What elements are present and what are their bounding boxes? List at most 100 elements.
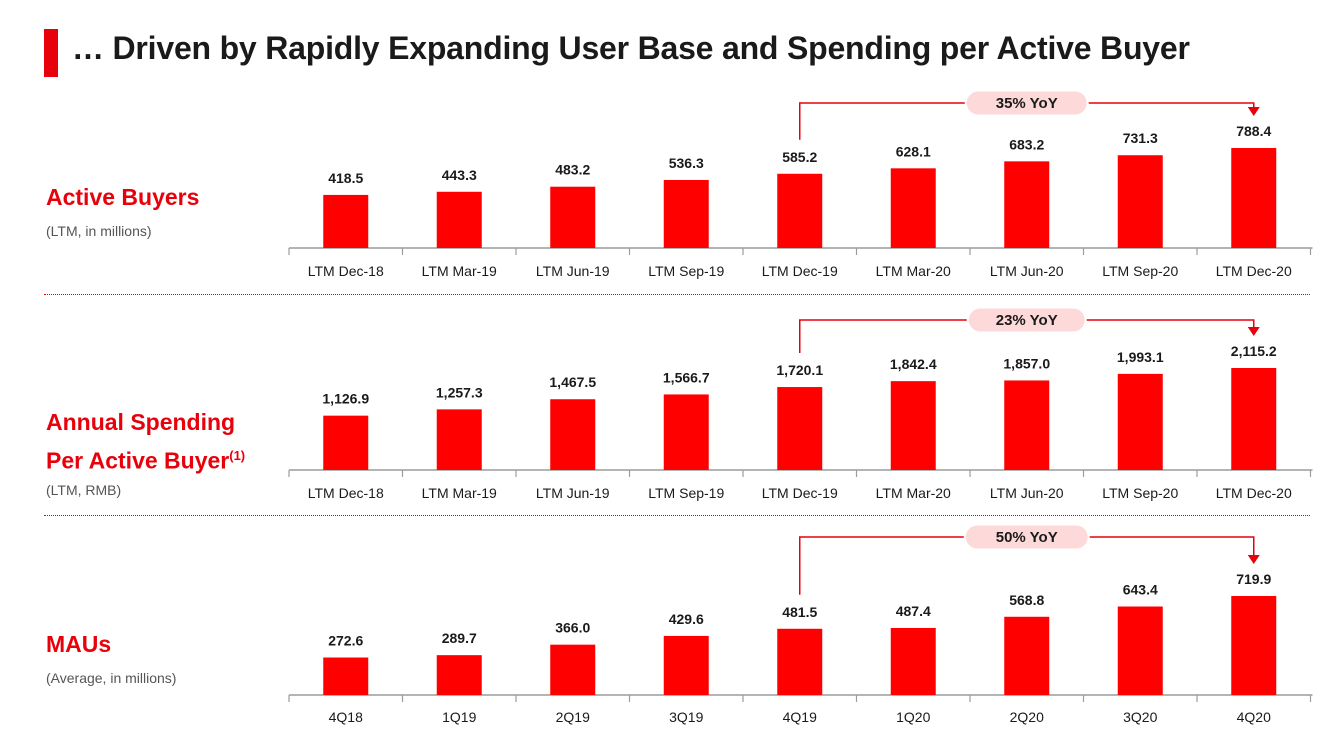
x-tick-label: LTM Jun-19 — [536, 485, 610, 501]
data-label: 1,993.1 — [1117, 349, 1164, 365]
x-tick-label: LTM Dec-20 — [1216, 263, 1292, 279]
spending-per-buyer-sublabel: (LTM, RMB) — [46, 482, 122, 498]
bar — [1231, 148, 1277, 248]
yoy-arrowhead — [1247, 327, 1260, 336]
maus-label: MAUs — [46, 628, 111, 661]
spending-per-buyer-label: Annual Spending Per Active Buyer(1) — [46, 406, 245, 478]
data-label: 418.5 — [328, 170, 363, 186]
bar — [1117, 373, 1163, 470]
yoy-badge-label: 23% YoY — [996, 312, 1058, 329]
data-label: 585.2 — [782, 149, 817, 165]
bar — [777, 628, 823, 695]
bar — [890, 381, 936, 470]
yoy-badge-label: 35% YoY — [996, 95, 1058, 112]
data-label: 289.7 — [442, 630, 477, 646]
maus-sublabel: (Average, in millions) — [46, 670, 177, 686]
data-label: 483.2 — [555, 162, 590, 178]
data-label: 568.8 — [1009, 592, 1044, 608]
bar — [663, 179, 709, 248]
data-label: 731.3 — [1123, 130, 1158, 146]
spending-per-buyer-label-line2: Per Active Buyer — [46, 447, 230, 474]
bar — [436, 191, 482, 248]
x-tick-label: 1Q19 — [442, 709, 476, 725]
data-label: 443.3 — [442, 167, 477, 183]
data-label: 536.3 — [669, 155, 704, 171]
active-buyers-chart: 418.5 LTM Dec-18 443.3 LTM Mar-19 483.2 LTM J… — [288, 89, 1313, 279]
x-tick-label: LTM Dec-18 — [308, 263, 384, 279]
data-label: 1,467.5 — [549, 374, 596, 390]
data-label: 481.5 — [782, 604, 817, 620]
data-label: 1,566.7 — [663, 369, 710, 385]
x-tick-label: 3Q19 — [669, 709, 703, 725]
bar — [1231, 368, 1277, 470]
data-label: 788.4 — [1236, 123, 1271, 139]
active-buyers-sublabel: (LTM, in millions) — [46, 223, 152, 239]
data-label: 1,126.9 — [322, 391, 369, 407]
x-tick-label: LTM Dec-19 — [762, 263, 838, 279]
active-buyers-label: Active Buyers — [46, 181, 199, 214]
x-tick-label: LTM Sep-20 — [1102, 485, 1178, 501]
x-tick-label: 2Q19 — [556, 709, 590, 725]
x-tick-label: LTM Mar-20 — [876, 263, 951, 279]
x-tick-label: LTM Jun-20 — [990, 263, 1064, 279]
panel-divider-2 — [44, 515, 1310, 516]
x-tick-label: LTM Mar-20 — [876, 485, 951, 501]
bar — [436, 655, 482, 695]
x-tick-label: 4Q20 — [1237, 709, 1271, 725]
title-accent-bar — [44, 29, 58, 77]
footnote-marker: (1) — [229, 448, 246, 463]
data-label: 1,842.4 — [890, 356, 937, 372]
x-tick-label: 4Q19 — [783, 709, 817, 725]
panel-divider-1 — [44, 294, 1310, 295]
bar — [890, 627, 936, 695]
bar — [777, 387, 823, 470]
yoy-arrowhead — [1247, 555, 1260, 564]
data-label: 643.4 — [1123, 582, 1158, 598]
bar — [1004, 616, 1050, 695]
data-label: 429.6 — [669, 611, 704, 627]
x-tick-label: LTM Sep-20 — [1102, 263, 1178, 279]
bar — [1004, 380, 1050, 470]
x-tick-label: LTM Sep-19 — [648, 263, 724, 279]
bar — [777, 173, 823, 248]
data-label: 1,720.1 — [776, 362, 823, 378]
x-tick-label: 2Q20 — [1010, 709, 1044, 725]
x-tick-label: LTM Mar-19 — [422, 485, 497, 501]
bar — [1117, 155, 1163, 248]
bar — [550, 644, 596, 695]
data-label: 2,115.2 — [1231, 343, 1277, 359]
x-tick-label: 4Q18 — [329, 709, 363, 725]
x-tick-label: LTM Sep-19 — [648, 485, 724, 501]
yoy-badge-label: 50% YoY — [996, 529, 1058, 546]
bar — [436, 409, 482, 470]
active-buyers-label-text: Active Buyers — [46, 184, 200, 210]
bar — [663, 394, 709, 470]
spending-per-buyer-chart: 1,126.9 LTM Dec-18 1,257.3 LTM Mar-19 1,467.… — [288, 306, 1313, 501]
data-label: 719.9 — [1236, 571, 1271, 587]
bar — [550, 186, 596, 248]
x-tick-label: LTM Dec-19 — [762, 485, 838, 501]
yoy-badge — [963, 523, 1090, 551]
bar — [323, 657, 369, 695]
x-tick-label: LTM Jun-19 — [536, 263, 610, 279]
data-label: 272.6 — [328, 633, 363, 649]
spending-per-buyer-label-line2-wrap: Per Active Buyer(1) — [46, 439, 245, 478]
bar — [323, 194, 369, 248]
bar — [663, 635, 709, 695]
x-tick-label: LTM Jun-20 — [990, 485, 1064, 501]
yoy-badge — [964, 89, 1089, 117]
page-title: … Driven by Rapidly Expanding User Base … — [72, 30, 1190, 66]
x-tick-label: LTM Dec-20 — [1216, 485, 1292, 501]
x-tick-label: 3Q20 — [1123, 709, 1157, 725]
spending-per-buyer-label-line1: Annual Spending — [46, 409, 236, 435]
yoy-badge — [966, 306, 1087, 334]
bar — [1117, 606, 1163, 695]
data-label: 487.4 — [896, 603, 931, 619]
bar — [1231, 596, 1277, 695]
bar — [550, 399, 596, 470]
data-label: 1,257.3 — [436, 384, 483, 400]
data-label: 628.1 — [896, 143, 931, 159]
x-tick-label: LTM Dec-18 — [308, 485, 384, 501]
bar — [1004, 161, 1050, 248]
maus-label-text: MAUs — [46, 631, 112, 657]
